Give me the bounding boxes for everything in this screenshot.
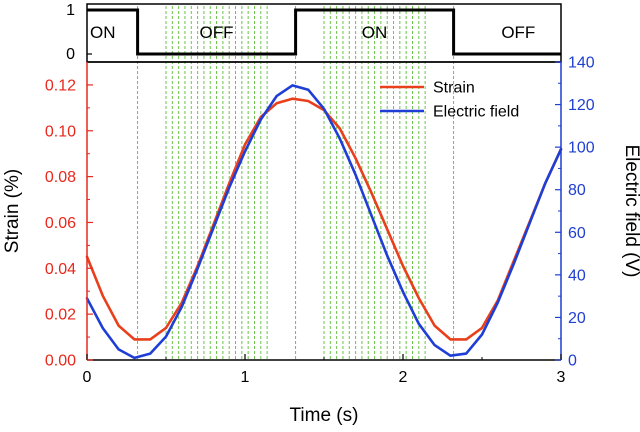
state-label: ON: [90, 23, 116, 42]
right-y-tick-label: 60: [568, 225, 586, 242]
left-y-axis-title: Strain (%): [2, 169, 23, 253]
electric-field-series-line: [85, 84, 563, 360]
right-y-tick-label: 40: [568, 267, 586, 284]
legend: Strain Electric field: [380, 80, 519, 121]
left-y-tick-label: 0.04: [45, 261, 76, 278]
series-layer: [85, 84, 563, 360]
x-tick-label: 2: [399, 369, 408, 386]
left-y-tick-label: 0.12: [45, 77, 76, 94]
right-y-axis-title: Electric field (V): [621, 144, 640, 277]
state-label: ON: [362, 23, 388, 42]
right-y-tick-label: 120: [568, 97, 595, 114]
left-y-tick-label: 0.02: [45, 307, 76, 324]
left-y-tick-label: 0.10: [45, 123, 76, 140]
x-tick-label: 0: [83, 369, 92, 386]
legend-label-electric-field: Electric field: [433, 104, 519, 121]
state-label: OFF: [200, 23, 234, 42]
state-y-tick-label: 0: [66, 46, 75, 63]
x-tick-label: 1: [241, 369, 250, 386]
left-y-tick-label: 0.06: [45, 215, 76, 232]
x-tick-label: 3: [557, 369, 566, 386]
state-step-line: [87, 8, 561, 56]
right-y-tick-label: 140: [568, 55, 595, 72]
state-y-tick-label: 1: [66, 2, 75, 19]
right-y-tick-label: 80: [568, 182, 586, 199]
legend-label-strain: Strain: [433, 80, 475, 97]
right-y-tick-label: 100: [568, 140, 595, 157]
left-y-tick-label: 0.08: [45, 169, 76, 186]
right-y-tick-label: 20: [568, 310, 586, 327]
axes-layer: 0 1 2 3 0.00 0.02 0.04 0.06 0.08 0.10 0.12 0 20 40 60 8…: [2, 55, 640, 427]
x-axis-title: Time (s): [290, 405, 359, 426]
state-panel: 1 0 ON OFF ON OFF: [66, 2, 562, 63]
left-y-tick-label: 0.00: [45, 353, 76, 370]
state-label: OFF: [501, 23, 535, 42]
right-y-tick-label: 0: [568, 353, 577, 370]
